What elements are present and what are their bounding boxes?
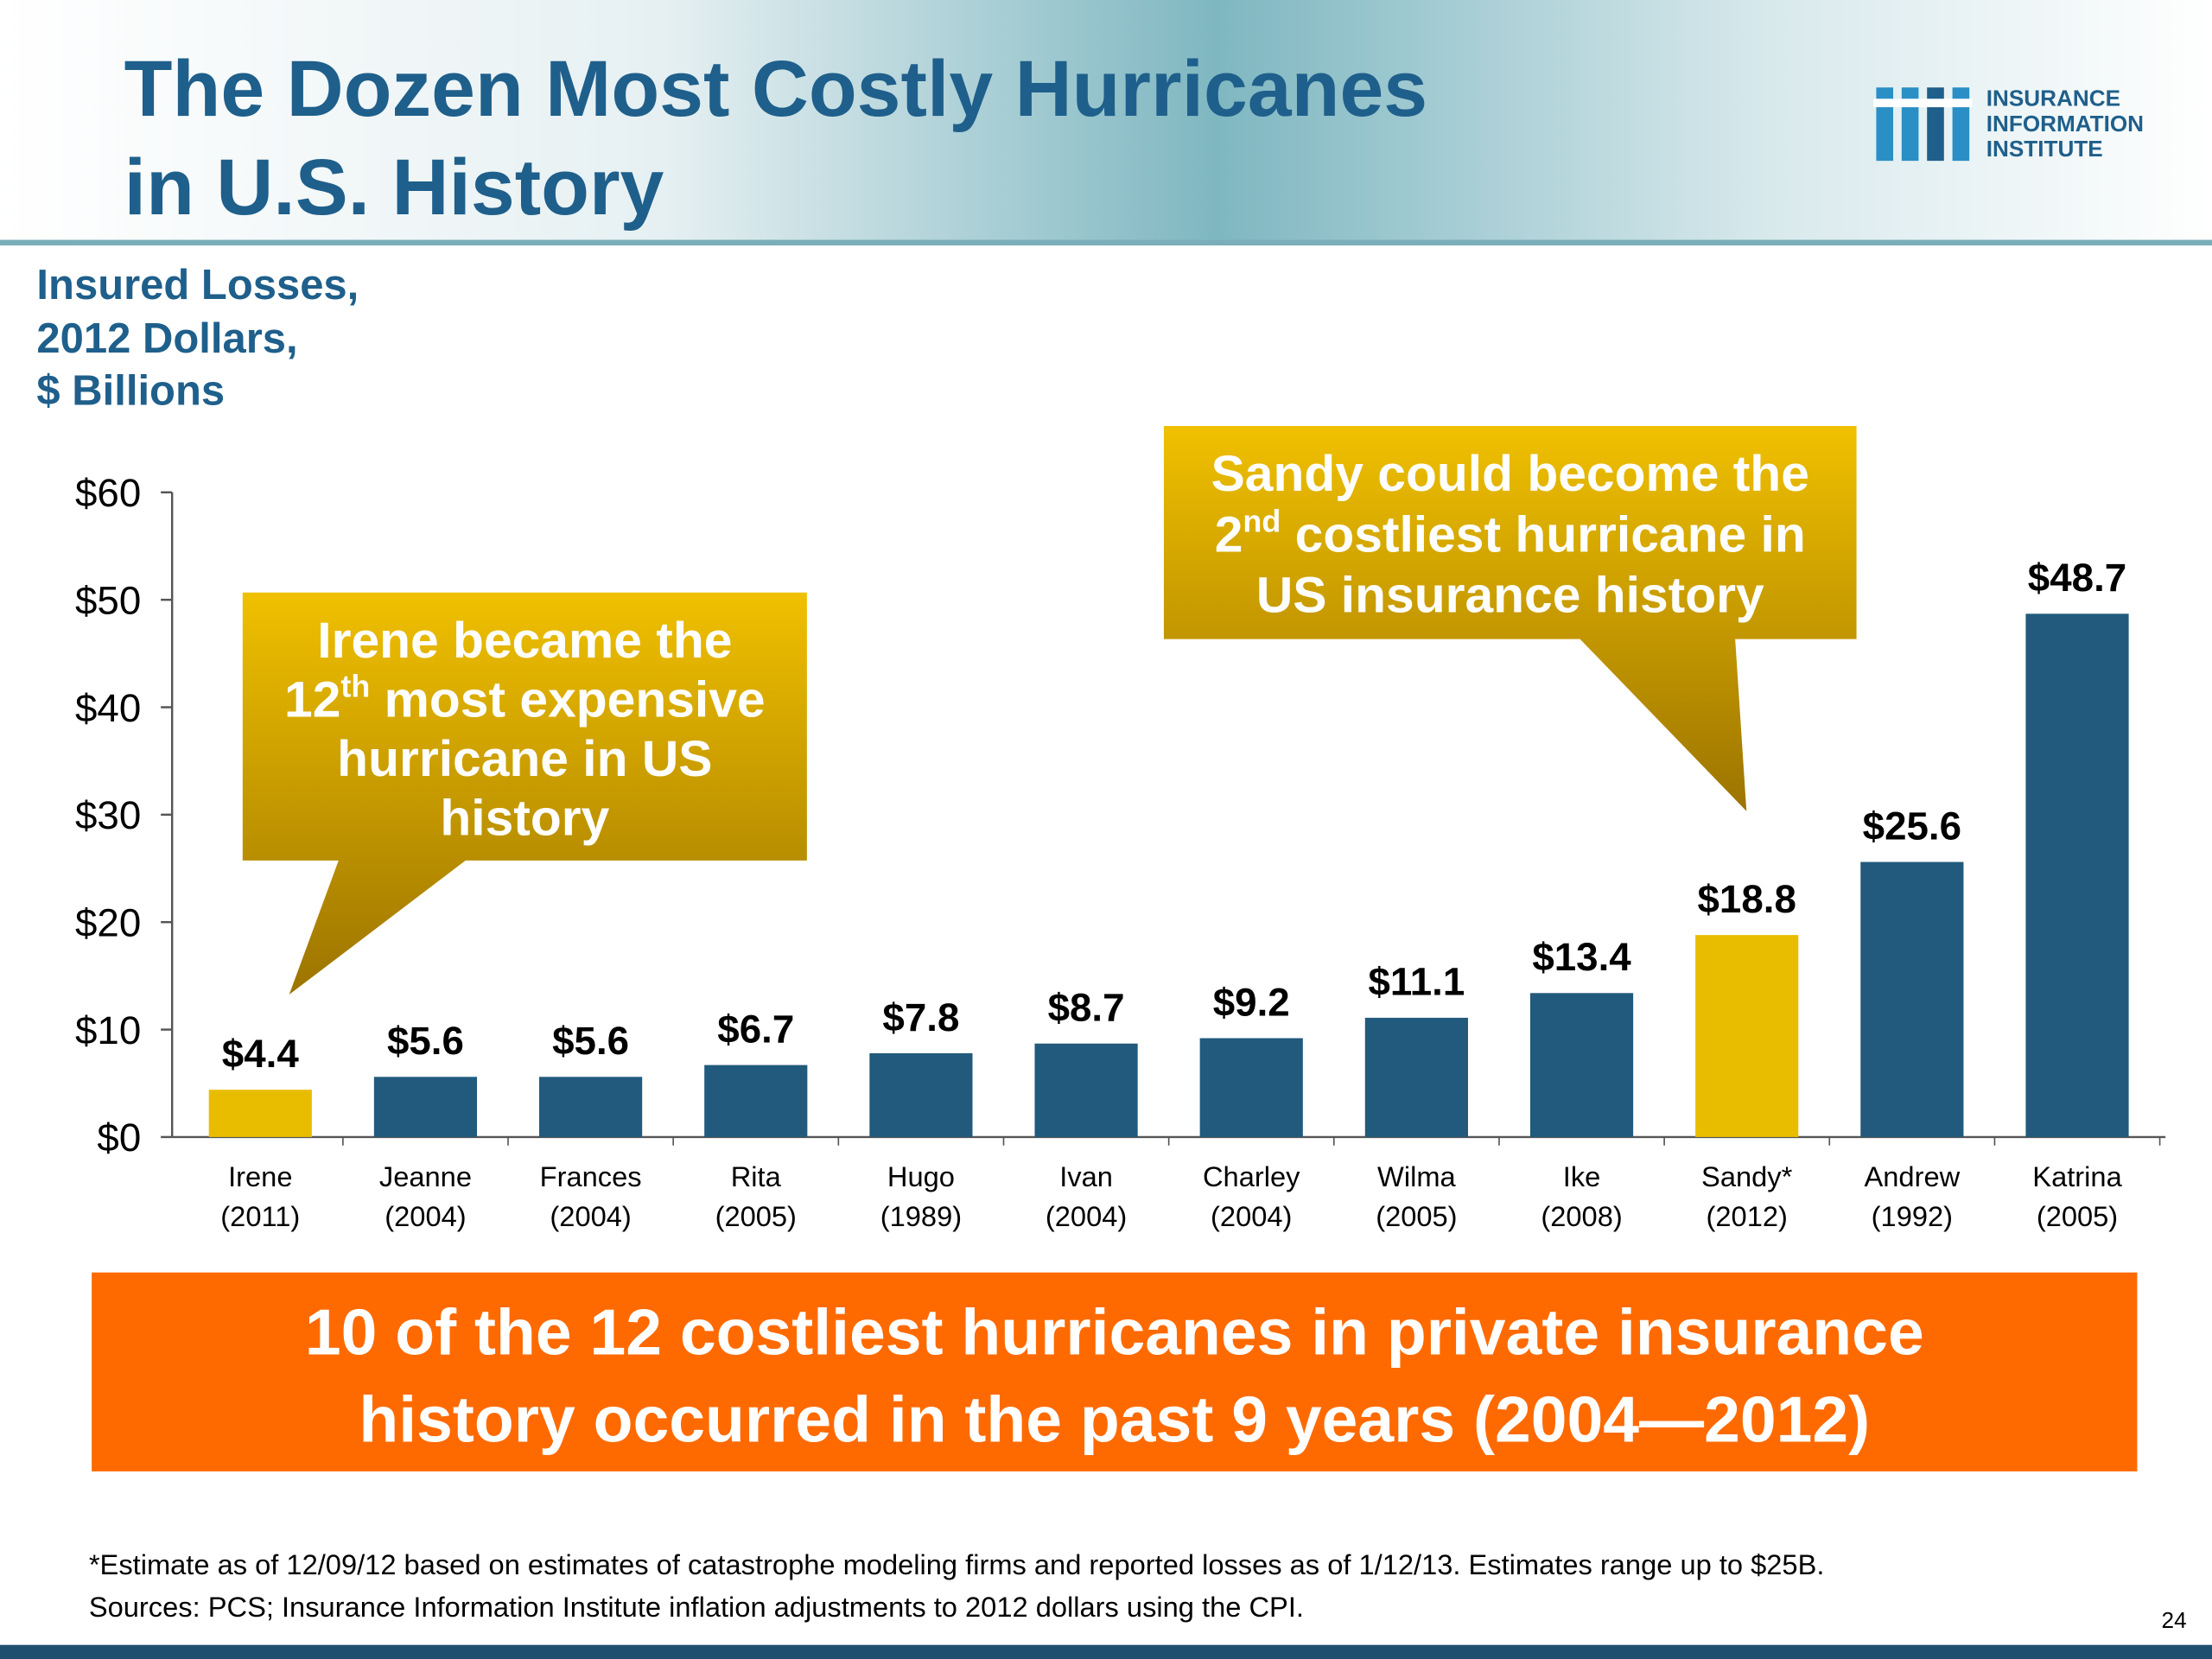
value-label: $18.8: [1698, 877, 1796, 921]
callout-text: 12th most expensive: [284, 669, 766, 728]
bar: [1034, 1043, 1138, 1137]
x-tick-label: Andrew: [1865, 1160, 1961, 1192]
value-label: $8.7: [1048, 986, 1125, 1030]
callout-text: US insurance history: [1256, 568, 1764, 624]
callout-text: history: [440, 791, 609, 847]
x-tick-label: Wilma: [1377, 1160, 1457, 1192]
callout-text-part: Irene became the: [317, 613, 732, 669]
x-tick-label: (2012): [1707, 1200, 1788, 1232]
x-tick-label: Hugo: [887, 1160, 955, 1192]
page-number: 24: [2162, 1607, 2187, 1633]
y-tick-label: $10: [75, 1008, 141, 1052]
value-label: $11.1: [1368, 960, 1465, 1004]
value-label: $7.8: [882, 995, 959, 1039]
y-tick-label: $20: [75, 901, 141, 945]
y-tick-label: $0: [97, 1116, 141, 1160]
logo-text: INFORMATION: [1986, 111, 2144, 137]
header-bg: [0, 0, 2212, 243]
value-label: $13.4: [1532, 935, 1631, 979]
callout-text-part: 12: [284, 671, 340, 728]
bar: [704, 1065, 808, 1137]
value-label: $9.2: [1213, 980, 1290, 1024]
x-tick-label: Charley: [1203, 1160, 1300, 1192]
y-tick-label: $50: [75, 578, 141, 622]
x-tick-label: (1989): [880, 1200, 962, 1232]
callout-box: [1163, 426, 1857, 811]
callout-text-part: 2: [1215, 506, 1243, 563]
footer-bar: [0, 1644, 2212, 1659]
callout-text-part: most expensive: [370, 671, 765, 728]
x-tick-label: Rita: [731, 1160, 782, 1192]
y-tick-label: $60: [75, 471, 141, 515]
x-tick-label: (2005): [715, 1200, 797, 1232]
x-tick-label: Irene: [228, 1160, 292, 1192]
subtitle: Insured Losses,: [36, 262, 359, 308]
x-tick-label: (2004): [1211, 1200, 1292, 1232]
callout-text-part: hurricane in US: [337, 731, 712, 787]
bar: [1199, 1038, 1303, 1137]
callout-text: Sandy could become the: [1211, 446, 1809, 502]
subtitle: $ Billions: [36, 368, 225, 415]
x-tick-label: Ivan: [1059, 1160, 1113, 1192]
x-tick-label: Frances: [540, 1160, 642, 1192]
callout-box: [242, 592, 807, 995]
x-tick-label: Jeanne: [379, 1160, 472, 1192]
callout-text-part: th: [340, 669, 370, 704]
bar: [1695, 935, 1799, 1137]
value-label: $5.6: [552, 1019, 629, 1063]
x-tick-label: (2005): [1376, 1200, 1457, 1232]
bar: [208, 1090, 312, 1137]
x-tick-label: (2008): [1541, 1200, 1622, 1232]
logo-text: INSURANCE: [1986, 85, 2120, 111]
callout-text: Irene became the: [317, 613, 732, 669]
logo-icon: [1873, 87, 1973, 162]
banner-text: history occurred in the past 9 years (20…: [359, 1383, 1870, 1456]
value-label: $4.4: [222, 1032, 300, 1076]
x-tick-label: (2004): [550, 1200, 631, 1232]
callout-text: 2nd costliest hurricane in: [1215, 504, 1806, 563]
banner-bg: [92, 1272, 2138, 1471]
bar: [539, 1077, 643, 1137]
x-tick-label: (2005): [2037, 1200, 2118, 1232]
callout-text-part: history: [440, 791, 609, 847]
y-tick-label: $40: [75, 686, 141, 730]
footnote: *Estimate as of 12/09/12 based on estima…: [89, 1548, 1825, 1580]
logo-text: INSTITUTE: [1986, 136, 2103, 162]
bar: [2025, 613, 2129, 1137]
x-tick-label: (2004): [385, 1200, 466, 1232]
value-label: $6.7: [717, 1007, 794, 1051]
value-label: $5.6: [387, 1019, 464, 1063]
banner-text: 10 of the 12 costliest hurricanes in pri…: [305, 1295, 1924, 1368]
callout-text: hurricane in US: [337, 731, 712, 787]
callout-text-part: costliest hurricane in: [1281, 506, 1805, 563]
title: The Dozen Most Costly Hurricanes: [124, 45, 1427, 133]
x-tick-label: Sandy*: [1701, 1160, 1793, 1192]
bar: [1364, 1017, 1468, 1137]
footnote: Sources: PCS; Insurance Information Inst…: [89, 1591, 1304, 1623]
value-label: $48.7: [2028, 556, 2126, 600]
x-tick-label: (1992): [1872, 1200, 1953, 1232]
bar: [373, 1077, 478, 1137]
bar: [869, 1052, 973, 1137]
x-tick-label: (2004): [1046, 1200, 1127, 1232]
bar: [1860, 861, 1964, 1137]
bar: [1529, 993, 1634, 1137]
header-rule: [0, 239, 2212, 246]
callout-text-part: Sandy could become the: [1211, 446, 1809, 502]
title: in U.S. History: [124, 143, 664, 232]
y-tick-label: $30: [75, 793, 141, 837]
callout-text-part: US insurance history: [1256, 568, 1764, 624]
callout-text-part: nd: [1243, 504, 1281, 539]
x-tick-label: Ike: [1563, 1160, 1601, 1192]
x-tick-label: Katrina: [2032, 1160, 2122, 1192]
value-label: $25.6: [1863, 804, 1961, 848]
subtitle: 2012 Dollars,: [36, 315, 297, 362]
x-tick-label: (2011): [220, 1200, 300, 1232]
